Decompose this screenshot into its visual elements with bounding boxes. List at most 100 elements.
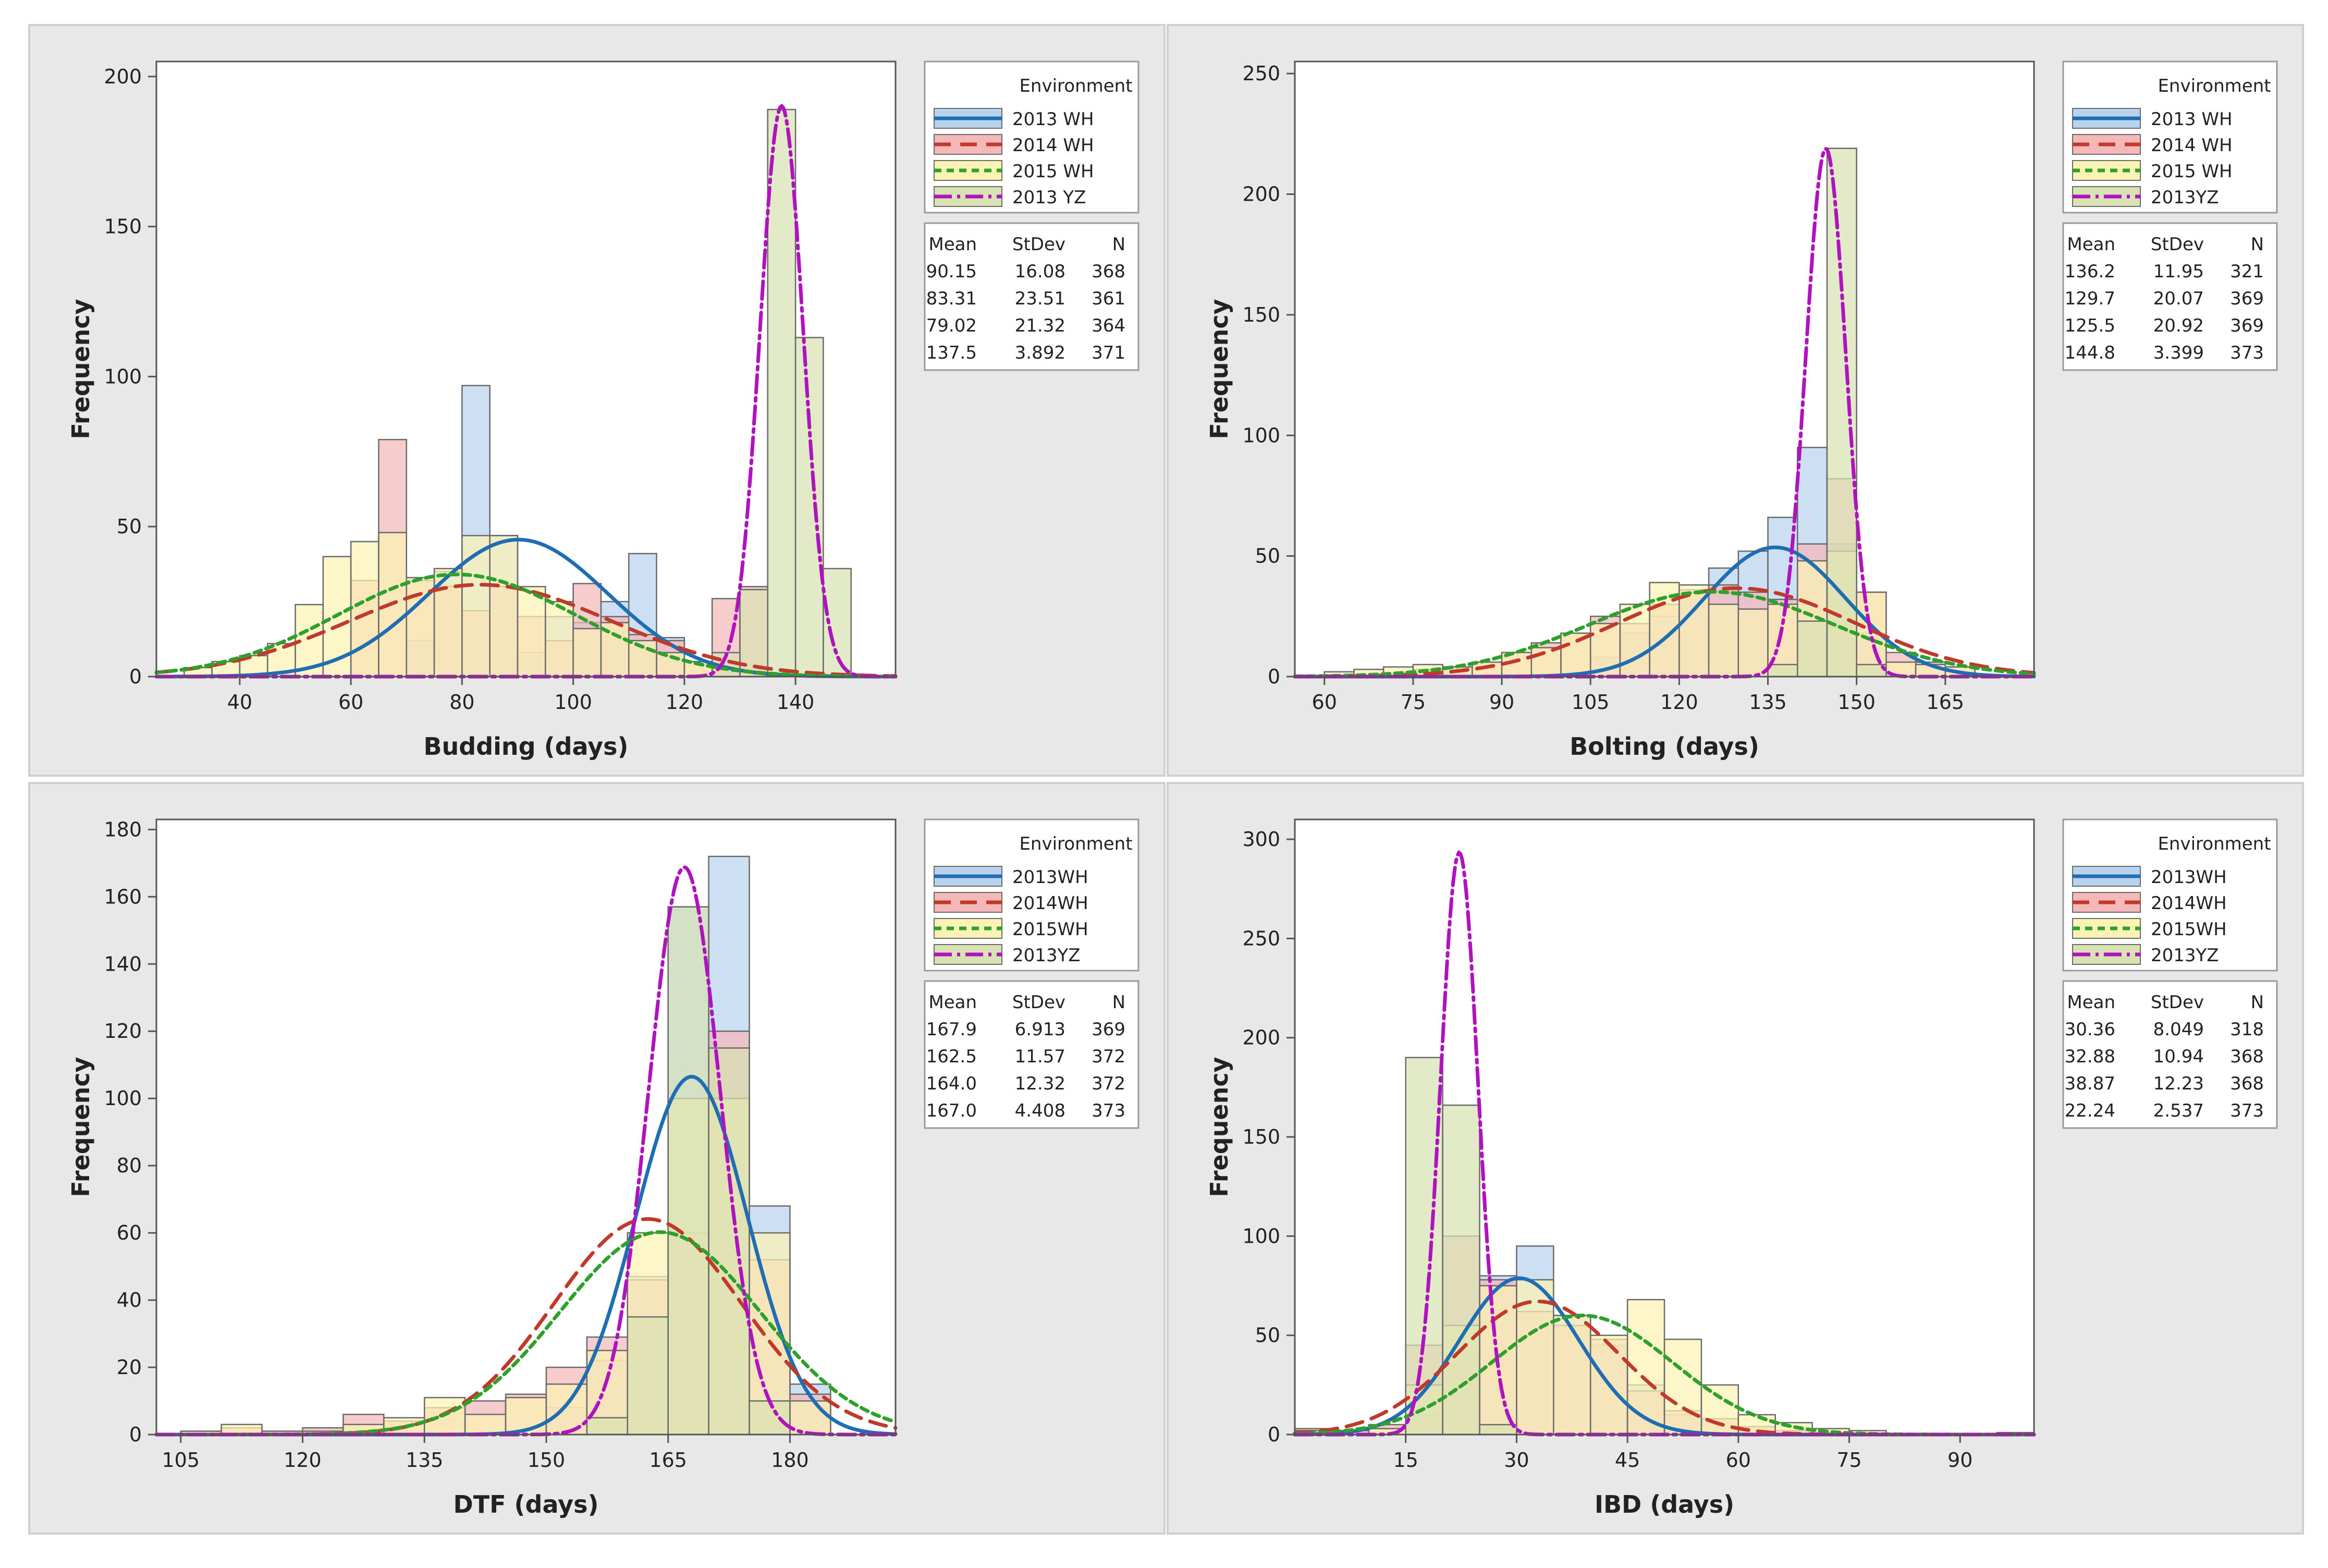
x-tick-label: 165: [649, 1449, 687, 1472]
plot-border: [155, 60, 897, 678]
stats-value: 11.57: [1015, 1046, 1065, 1067]
y-tick-label: 0: [129, 1423, 142, 1446]
legend-label: 2013WH: [1012, 867, 1088, 888]
stats-value: 144.8: [2065, 342, 2115, 363]
y-tick-label: 200: [1242, 183, 1280, 206]
histogram-bar: [350, 541, 379, 678]
stats-header: StDev: [1012, 992, 1065, 1013]
x-tick-label: 150: [528, 1449, 566, 1472]
histogram-bar: [1767, 664, 1798, 678]
stats-value: 373: [2230, 342, 2264, 363]
stats-value: 373: [2230, 1100, 2264, 1121]
y-tick-label: 100: [1242, 1224, 1280, 1247]
fitted-curve: [154, 583, 898, 678]
stats-value: 2.537: [2153, 1100, 2204, 1121]
legend-label: 2015 WH: [1012, 161, 1094, 182]
x-tick-label: 90: [1947, 1449, 1972, 1472]
x-axis-title: Budding (days): [423, 732, 628, 761]
x-tick-label: 135: [1749, 691, 1787, 714]
stats-box: [924, 222, 1140, 371]
stats-value: 12.32: [1015, 1073, 1065, 1094]
stats-value: 361: [1092, 288, 1125, 309]
plot-border: [155, 818, 897, 1436]
stats-value: 364: [1092, 315, 1125, 336]
y-tick-label: 0: [1268, 1423, 1280, 1446]
panel-bolting: 60 75 90 105 120 135 150 165 0 50 100 150 200 250 Bolt…: [1167, 24, 2304, 777]
stats-value: 137.5: [926, 342, 977, 363]
stats-value: 11.95: [2153, 261, 2204, 282]
x-tick-label: 60: [338, 691, 363, 714]
stats-header: StDev: [1012, 234, 1065, 255]
y-tick-label: 20: [117, 1356, 142, 1379]
x-tick-label: 80: [449, 691, 474, 714]
x-axis: 15 30 45 60 75 90: [1393, 1435, 1972, 1472]
x-tick-label: 135: [406, 1449, 444, 1472]
legend-swatch: [2072, 918, 2141, 939]
histogram-bar: [627, 1316, 669, 1436]
y-tick-label: 150: [1242, 1125, 1280, 1148]
y-tick-label: 100: [1242, 424, 1280, 447]
stats-header: N: [2251, 992, 2264, 1013]
panel-budding: 40 60 80 100 120 140 0 50 100 150 200 Budding (days…: [28, 24, 1166, 777]
stats-value: 3.399: [2153, 342, 2204, 363]
legend-label: 2014 WH: [2151, 135, 2233, 156]
stats-value: 318: [2230, 1019, 2264, 1040]
stats-value: 162.5: [926, 1046, 977, 1067]
y-tick-label: 40: [117, 1289, 142, 1312]
stats-value: 369: [2230, 288, 2264, 309]
histogram-bar: [464, 1414, 507, 1436]
histogram-bar: [1479, 1424, 1517, 1436]
stats-value: 23.51: [1015, 288, 1065, 309]
x-tick-label: 180: [771, 1449, 809, 1472]
stats-value: 369: [1092, 1019, 1125, 1040]
legend-swatch: [2072, 160, 2141, 181]
y-tick-label: 50: [1255, 1324, 1280, 1347]
y-tick-label: 150: [104, 215, 142, 238]
legend-swatch: [934, 160, 1002, 181]
histogram-bar: [794, 337, 824, 678]
x-tick-label: 150: [1837, 691, 1876, 714]
stats-value: 90.15: [926, 261, 977, 282]
legend: Environment 2013 WH 2014 WH 2015 WH 2013YZ: [2062, 60, 2278, 214]
legend-label: 2013YZ: [2151, 945, 2219, 966]
x-axis: 60 75 90 105 120 135 150 165: [1312, 677, 1964, 714]
y-tick-label: 160: [104, 885, 142, 908]
histogram-bar: [789, 1400, 831, 1436]
y-tick-label: 100: [104, 1087, 142, 1110]
y-tick-label: 0: [129, 665, 142, 688]
stats-value: 369: [2230, 315, 2264, 336]
fitted-curve: [1293, 586, 2036, 679]
x-axis: 40 60 80 100 120 140: [227, 677, 814, 714]
legend-label: 2015WH: [1012, 919, 1088, 940]
x-tick-label: 120: [1660, 691, 1698, 714]
stats-value: 372: [1092, 1073, 1125, 1094]
stats-header: Mean: [928, 234, 977, 255]
stats-value: 372: [1092, 1046, 1125, 1067]
y-axis: 0 50 100 150 200 250 300: [1242, 828, 1295, 1446]
stats-value: 30.36: [2065, 1019, 2115, 1040]
stats-value: 368: [2230, 1073, 2264, 1094]
y-tick-label: 140: [104, 952, 142, 975]
histogram-bar: [1663, 1339, 1702, 1436]
legend: Environment 2013WH 2014WH 2015WH 2013YZ: [924, 818, 1140, 972]
histogram-bar: [572, 628, 602, 678]
y-tick-label: 250: [1242, 62, 1280, 85]
x-tick-label: 120: [666, 691, 704, 714]
histogram-bar: [1737, 608, 1769, 678]
x-tick-label: 120: [284, 1449, 322, 1472]
x-tick-label: 105: [1572, 691, 1610, 714]
y-tick-label: 50: [117, 515, 142, 538]
y-axis-title: Frequency: [67, 1057, 95, 1197]
stats-value: 368: [1092, 261, 1125, 282]
y-axis-title: Frequency: [1205, 299, 1233, 439]
legend-label: 2015WH: [2151, 919, 2227, 940]
stats-value: 371: [1092, 342, 1125, 363]
y-tick-label: 0: [1268, 665, 1280, 688]
x-tick-label: 45: [1615, 1449, 1640, 1472]
histogram-bar: [1405, 1057, 1443, 1436]
stats-value: 129.7: [2065, 288, 2115, 309]
stats-value: 21.32: [1015, 315, 1065, 336]
stats-value: 20.07: [2153, 288, 2204, 309]
y-tick-label: 200: [1242, 1026, 1280, 1049]
